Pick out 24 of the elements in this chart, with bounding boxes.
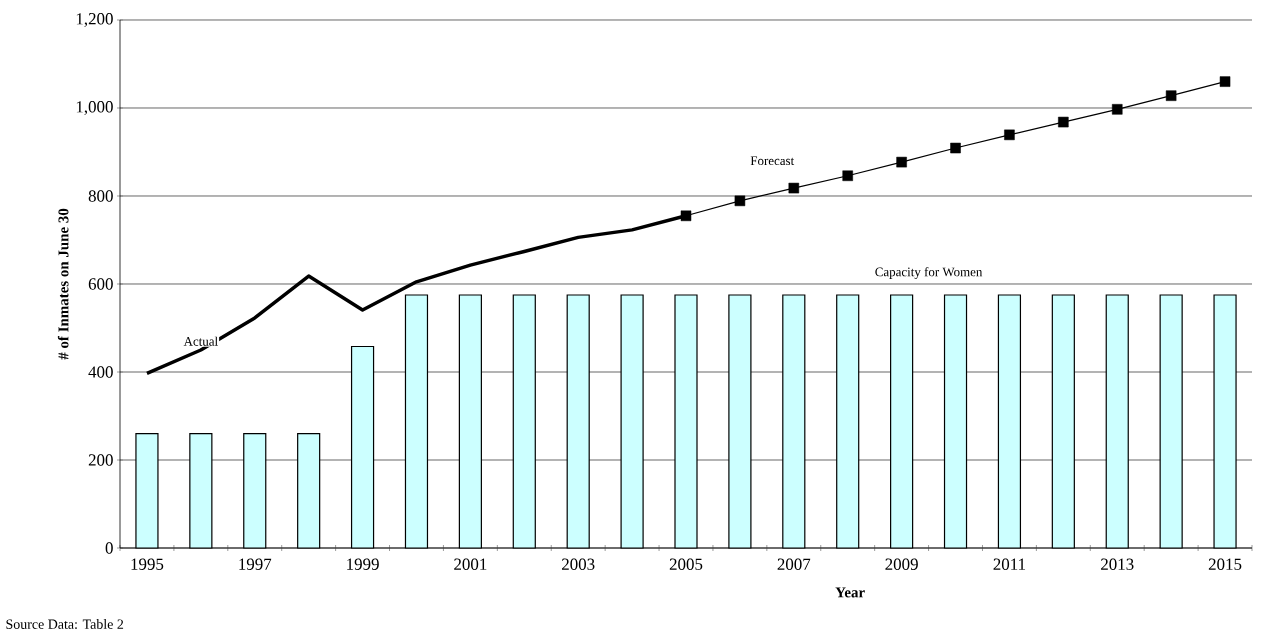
y-tick-label: 1,000 — [76, 101, 113, 115]
y-tick-label: 1,200 — [76, 13, 113, 27]
y-tick-label: 600 — [88, 278, 113, 290]
x-tick-label: 2011 — [993, 558, 1026, 570]
x-tick-label: 2013 — [1101, 558, 1134, 570]
series-label: Actual — [183, 336, 218, 346]
x-tick-label: 2005 — [669, 558, 703, 570]
series-label: Forecast — [750, 156, 795, 166]
x-tick-label: 1999 — [347, 558, 379, 570]
y-axis-title: # of Inmates on June 30 — [57, 208, 69, 360]
x-tick-label: 2007 — [777, 558, 811, 570]
x-tick-label: 2003 — [562, 558, 595, 570]
y-tick-label: 800 — [88, 190, 113, 202]
x-axis-title: Year — [835, 587, 865, 598]
source-note: Source Data: Table 2 — [6, 619, 124, 629]
y-tick-label: 200 — [88, 454, 113, 466]
x-tick-label: 1995 — [131, 558, 164, 570]
series-label: Capacity for Women — [875, 267, 983, 279]
x-tick-label: 2015 — [1208, 558, 1242, 570]
y-tick-label: 0 — [105, 542, 113, 554]
x-tick-label: 2001 — [454, 558, 487, 570]
y-tick-label: 400 — [88, 366, 113, 378]
x-tick-label: 2009 — [885, 558, 918, 570]
x-tick-label: 1997 — [239, 558, 272, 570]
